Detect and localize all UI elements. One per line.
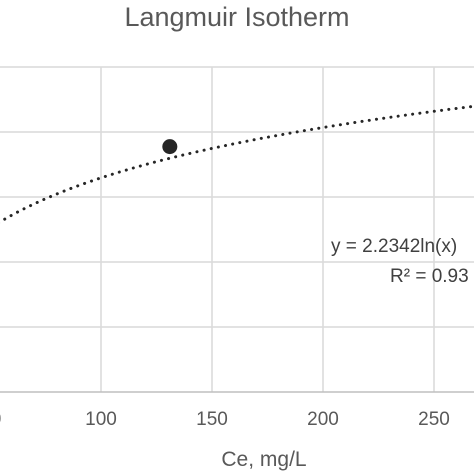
x-tick-label-100: 100 bbox=[85, 409, 117, 430]
x-tick-label-250: 250 bbox=[418, 409, 450, 430]
trendline-equation-box: y = 2.2342ln(x) R² = 0.93 bbox=[331, 236, 469, 287]
r-squared-label: R² = 0.93 bbox=[390, 266, 469, 287]
x-axis-label: Ce, mg/L bbox=[221, 448, 306, 471]
trendline-equation: y = 2.2342ln(x) bbox=[331, 236, 457, 257]
data-points bbox=[162, 139, 178, 155]
x-tick-label-150: 150 bbox=[196, 409, 228, 430]
log-trendline bbox=[0, 104, 474, 224]
data-point-1 bbox=[162, 139, 178, 155]
chart-title: Langmuir Isotherm bbox=[124, 2, 349, 32]
x-tick-label-0: 0 bbox=[0, 409, 1, 430]
gridlines bbox=[0, 66, 474, 393]
x-tick-labels: 0 100 150 200 250 bbox=[0, 409, 450, 430]
x-tick-label-200: 200 bbox=[307, 409, 339, 430]
